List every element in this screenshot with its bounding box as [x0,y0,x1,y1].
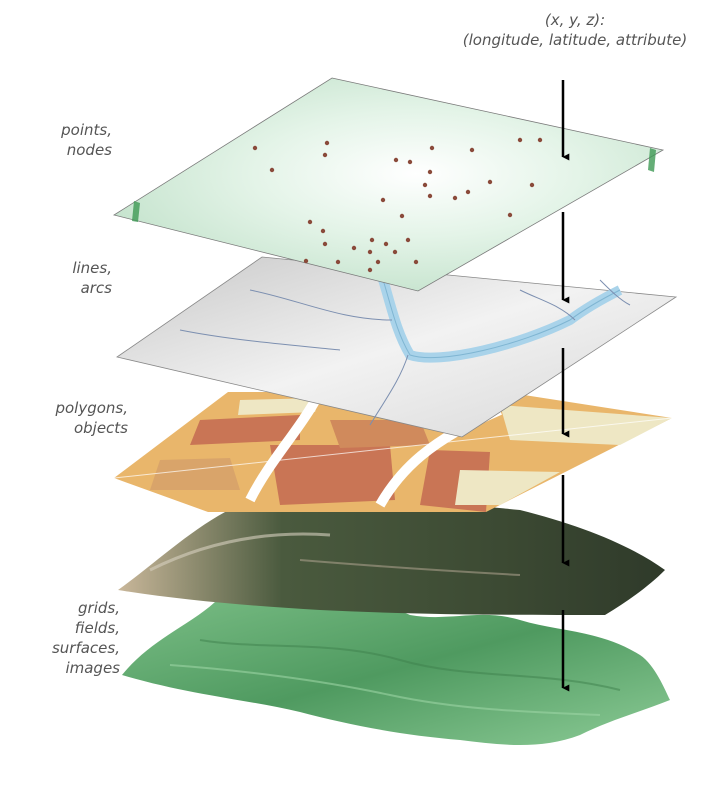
label-points-line-2: nodes [66,141,112,159]
label-grids-line-2: fields, [74,619,120,637]
label-grids: grids, fields, surfaces, images [20,598,120,678]
coordinate-header: (x, y, z): (longitude, latitude, attribu… [440,10,710,50]
label-polygons-line-1: polygons, [55,399,128,417]
header-line-1: (x, y, z): [544,11,606,29]
label-polygons-line-2: objects [73,419,128,437]
grids-layer [122,594,670,745]
label-polygons: polygons, objects [20,398,128,438]
header-line-2: (longitude, latitude, attribute) [462,31,688,49]
lines-layer [116,256,678,438]
points-layer [112,77,665,292]
label-grids-line-4: images [65,659,120,677]
label-lines: lines, arcs [20,258,112,298]
label-points: points, nodes [20,120,112,160]
label-lines-line-2: arcs [80,279,112,297]
label-grids-line-3: surfaces, [51,639,120,657]
label-grids-line-1: grids, [78,599,120,617]
label-lines-line-1: lines, [72,259,112,277]
point-markers [252,137,543,273]
label-points-line-1: points, [61,121,112,139]
imagery-layer [118,498,665,615]
polygons-layer [113,389,673,512]
